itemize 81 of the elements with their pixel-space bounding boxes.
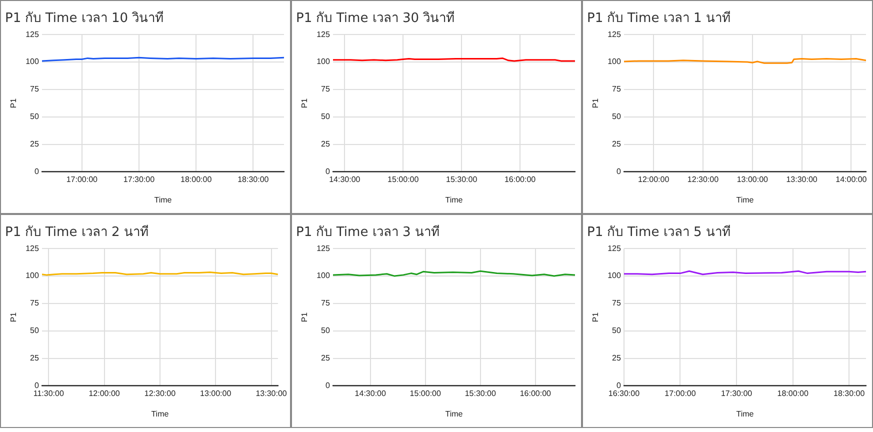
chart-title: P1 กับ Time เวลา 2 นาที	[5, 224, 149, 240]
y-tick-label: 50	[612, 326, 622, 336]
x-axis-title: Time	[151, 409, 170, 418]
x-tick-label: 11:30:00	[33, 388, 64, 398]
y-tick-label: 100	[608, 57, 622, 66]
x-tick-label: 12:00:00	[88, 388, 120, 398]
x-tick-label: 18:00:00	[777, 388, 809, 398]
y-tick-label: 125	[316, 244, 330, 253]
y-tick-label: 0	[325, 381, 330, 390]
y-tick-label: 100	[316, 57, 330, 66]
y-tick-label: 0	[34, 167, 40, 176]
x-axis-title: Time	[736, 409, 754, 418]
y-axis-title: P1	[9, 98, 18, 108]
x-tick-label: 18:30:00	[834, 388, 866, 398]
y-tick-label: 50	[321, 326, 330, 336]
x-axis-title: Time	[736, 195, 754, 204]
x-tick-label: 12:30:00	[144, 388, 176, 398]
x-tick-label: 17:30:00	[720, 388, 753, 398]
x-axis-title: Time	[445, 409, 464, 418]
y-tick-label: 125	[608, 30, 622, 39]
y-tick-label: 100	[316, 271, 330, 280]
x-tick-label: 14:30:00	[354, 388, 386, 398]
y-tick-label: 25	[612, 354, 622, 363]
y-tick-label: 75	[30, 298, 40, 308]
y-tick-label: 75	[30, 84, 40, 94]
x-tick-label: 13:00:00	[736, 174, 769, 184]
x-tick-label: 15:30:00	[446, 174, 478, 184]
chart-title: P1 กับ Time เวลา 30 วินาที	[296, 10, 456, 26]
y-axis-title: P1	[591, 312, 600, 322]
x-tick-label: 16:30:00	[608, 388, 640, 398]
x-tick-label: 13:30:00	[786, 174, 818, 184]
y-tick-label: 0	[616, 167, 622, 176]
chart-title: P1 กับ Time เวลา 10 วินาที	[5, 10, 164, 26]
y-tick-label: 125	[608, 244, 622, 253]
x-tick-label: 15:00:00	[410, 388, 442, 398]
y-axis-title: P1	[300, 98, 310, 108]
y-tick-label: 25	[612, 140, 622, 149]
x-tick-label: 13:30:00	[256, 388, 288, 398]
x-tick-label: 15:00:00	[388, 174, 420, 184]
y-tick-label: 75	[321, 84, 330, 94]
y-tick-label: 0	[616, 381, 622, 390]
y-tick-label: 50	[612, 112, 622, 122]
y-tick-label: 25	[30, 140, 40, 149]
y-tick-label: 100	[608, 271, 622, 280]
y-tick-label: 125	[26, 30, 40, 39]
x-tick-label: 17:00:00	[664, 388, 696, 398]
y-tick-label: 50	[30, 112, 40, 122]
x-tick-label: 18:30:00	[238, 174, 270, 184]
y-tick-label: 50	[321, 112, 330, 122]
chart-title: P1 กับ Time เวลา 1 นาที	[587, 10, 731, 26]
chart-title: P1 กับ Time เวลา 5 นาที	[587, 224, 731, 240]
y-tick-label: 125	[26, 244, 40, 253]
y-axis-title: P1	[591, 98, 600, 108]
x-tick-label: 13:00:00	[200, 388, 232, 398]
y-tick-label: 25	[321, 140, 330, 149]
x-axis-title: Time	[445, 195, 464, 204]
y-axis-title: P1	[9, 312, 18, 322]
y-tick-label: 75	[321, 298, 330, 308]
y-tick-label: 25	[321, 354, 330, 363]
y-tick-label: 0	[34, 381, 40, 390]
y-tick-label: 75	[612, 298, 622, 308]
x-tick-label: 12:30:00	[687, 174, 720, 184]
chart-title: P1 กับ Time เวลา 3 นาที	[296, 224, 440, 240]
x-tick-label: 12:00:00	[638, 174, 670, 184]
x-tick-label: 17:30:00	[123, 174, 156, 184]
x-tick-label: 16:00:00	[520, 388, 552, 398]
y-tick-label: 25	[30, 354, 40, 363]
x-tick-label: 15:30:00	[464, 388, 496, 398]
y-tick-label: 75	[612, 84, 622, 94]
x-tick-label: 14:00:00	[836, 174, 868, 184]
y-tick-label: 100	[26, 271, 40, 280]
x-tick-label: 17:00:00	[66, 174, 98, 184]
y-tick-label: 100	[26, 57, 40, 66]
x-axis-title: Time	[154, 195, 172, 204]
x-tick-label: 16:00:00	[504, 174, 536, 184]
x-tick-label: 14:30:00	[329, 174, 361, 184]
y-axis-title: P1	[300, 312, 310, 322]
y-tick-label: 50	[30, 326, 40, 336]
y-tick-label: 125	[316, 30, 330, 39]
x-tick-label: 18:00:00	[180, 174, 212, 184]
y-tick-label: 0	[325, 167, 330, 176]
